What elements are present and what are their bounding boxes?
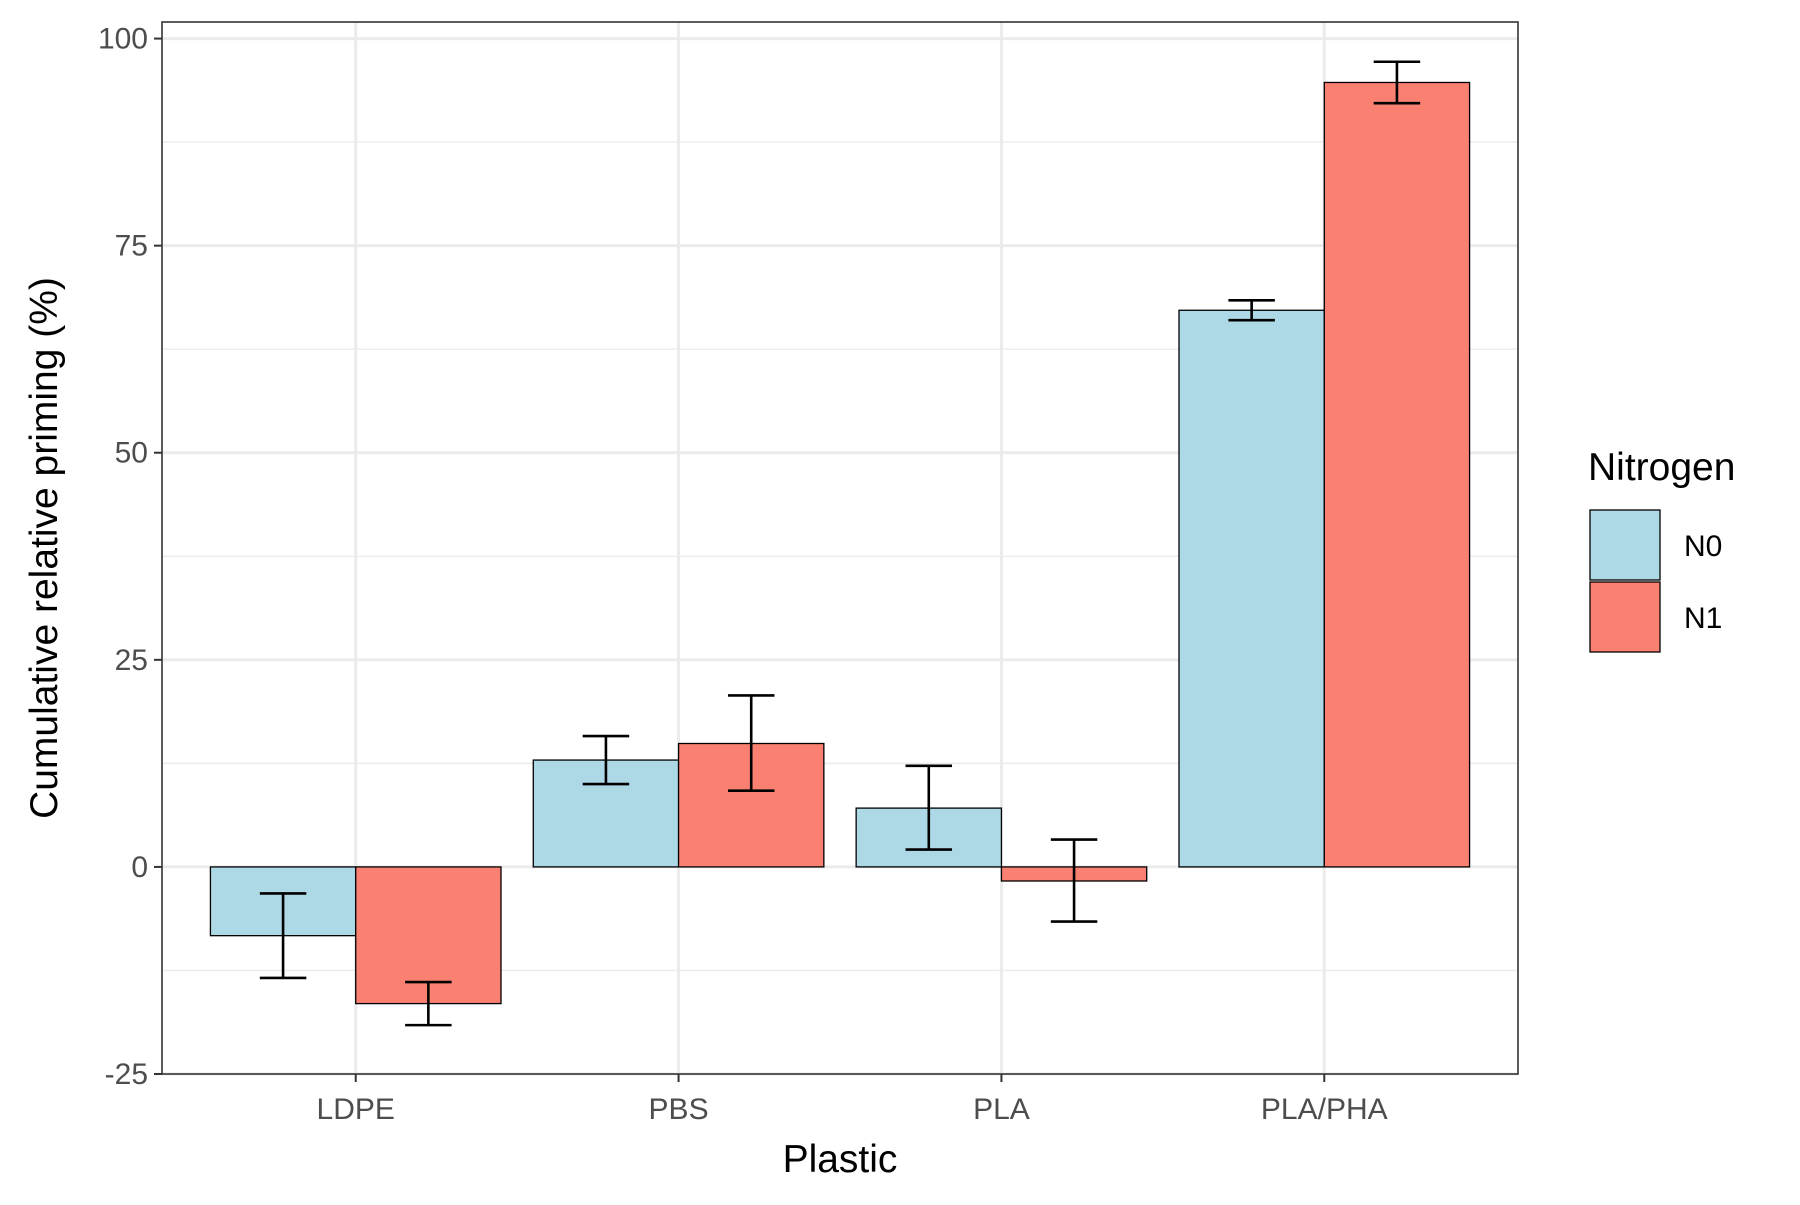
legend-label-n0: N0 (1684, 530, 1722, 563)
x-axis-title: Plastic (783, 1138, 898, 1181)
bar-n1-pla-pha (1323, 81, 1471, 868)
x-tick-label: PLA (973, 1093, 1030, 1126)
legend-key-n1 (1589, 581, 1661, 653)
error-layer (259, 60, 1421, 1027)
bar-n0-pla-pha (1178, 309, 1325, 868)
legend-label-n1: N1 (1684, 602, 1722, 635)
axis-layer: -25 0 25 50 75 100 LDPE PBS PLA PLA/PHA (98, 23, 1388, 1126)
legend-key-n0 (1589, 509, 1661, 581)
y-tick-label: -25 (105, 1058, 148, 1091)
y-tick-label: 0 (131, 851, 148, 884)
y-axis-title: Cumulative relative priming (%) (23, 277, 66, 819)
legend-title: Nitrogen (1588, 446, 1735, 489)
panel-border (161, 21, 1519, 1075)
y-tick-label: 100 (98, 23, 148, 56)
y-tick-label: 25 (115, 644, 148, 677)
x-tick-label: PLA/PHA (1261, 1093, 1388, 1126)
y-tick-label: 75 (115, 230, 148, 263)
y-tick-label: 50 (115, 437, 148, 470)
legend: Nitrogen N0 N1 (1588, 446, 1735, 653)
x-tick-label: PBS (649, 1093, 709, 1126)
x-tick-label: LDPE (317, 1093, 395, 1126)
